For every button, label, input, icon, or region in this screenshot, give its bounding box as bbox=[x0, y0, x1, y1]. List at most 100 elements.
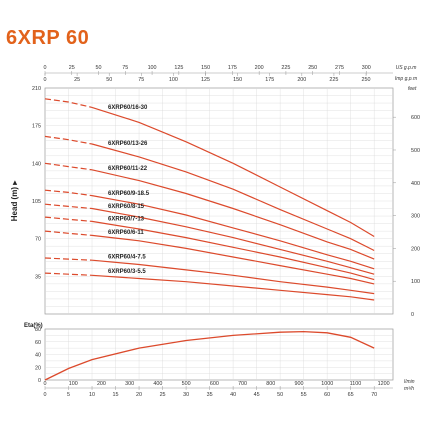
us-gpm-tick-label: 300 bbox=[362, 65, 371, 71]
lmin-tick-label: 600 bbox=[210, 381, 219, 387]
head-plot: 35 70 105 140 175 210 Head (m) ▸ 6XRP60/16-30 6X… bbox=[10, 86, 394, 315]
head-tick-label: 140 bbox=[32, 161, 41, 167]
m3h-tick-label: 35 bbox=[207, 392, 213, 398]
head-curve bbox=[91, 195, 375, 270]
m3h-tick-label: 70 bbox=[371, 392, 377, 398]
head-curve-dashed bbox=[44, 98, 93, 108]
us-gpm-tick-label: 0 bbox=[44, 65, 47, 71]
head-curve-dashed bbox=[44, 257, 93, 261]
us-gpm-tick-label: 25 bbox=[69, 65, 75, 71]
m3h-tick-label: 10 bbox=[89, 392, 95, 398]
imp-gpm-tick-label: 100 bbox=[169, 77, 178, 83]
imp-gpm-tick-label: 150 bbox=[233, 77, 242, 83]
curve-label: 6XRP60/13-26 bbox=[108, 141, 148, 147]
curve-label: 6XRP60/9-18.5 bbox=[108, 191, 150, 197]
m3h-tick-label: 25 bbox=[160, 392, 166, 398]
us-gpm-tick-label: 150 bbox=[201, 65, 210, 71]
top-flow-axes: 0 25 50 75 100 125 150 175 200 225 250 275 300 US g.p… bbox=[44, 65, 418, 83]
head-curve-dashed bbox=[44, 272, 93, 276]
feet-tick-label: 500 bbox=[411, 148, 420, 154]
efficiency-curve bbox=[44, 330, 375, 381]
feet-tick-label: 200 bbox=[411, 246, 420, 252]
us-gpm-tick-label: 225 bbox=[281, 65, 290, 71]
curve-label: 6XRP60/11-22 bbox=[108, 166, 148, 172]
eta-tick-label: 60 bbox=[35, 340, 41, 346]
lmin-tick-label: 300 bbox=[125, 381, 134, 387]
lmin-tick-label: 100 bbox=[69, 381, 78, 387]
head-curve-dashed bbox=[44, 230, 93, 236]
lmin-tick-label: 1100 bbox=[350, 381, 362, 387]
lmin-tick-label: 400 bbox=[153, 381, 162, 387]
head-tick-label: 35 bbox=[35, 274, 41, 280]
eta-tick-label: 20 bbox=[35, 365, 41, 371]
lmin-tick-label: 0 bbox=[44, 381, 47, 387]
m3h-tick-label: 15 bbox=[113, 392, 119, 398]
lmin-tick-label: 800 bbox=[266, 381, 275, 387]
lmin-tick-label: 500 bbox=[182, 381, 191, 387]
curve-label: 6XRP60/8-15 bbox=[108, 204, 145, 210]
curve-label: 6XRP60/6-11 bbox=[108, 230, 144, 236]
curve-label: 6XRP60/3-5.5 bbox=[108, 269, 146, 275]
us-gpm-tick-label: 275 bbox=[335, 65, 344, 71]
feet-unit: feet bbox=[408, 86, 417, 92]
lmin-unit: l/min bbox=[404, 379, 415, 385]
curve-label: 6XRP60/7-13 bbox=[108, 217, 145, 223]
head-curve-dashed bbox=[44, 162, 93, 171]
us-gpm-tick-label: 200 bbox=[255, 65, 264, 71]
imp-gpm-tick-label: 0 bbox=[44, 77, 47, 83]
m3h-tick-label: 60 bbox=[324, 392, 330, 398]
imp-gpm-tick-label: 25 bbox=[74, 77, 80, 83]
lmin-tick-label: 1200 bbox=[378, 381, 390, 387]
m3h-tick-label: 55 bbox=[301, 392, 307, 398]
head-tick-label: 175 bbox=[32, 124, 41, 130]
imp-gpm-tick-label: 175 bbox=[265, 77, 274, 83]
head-axis-title: Head (m) ▸ bbox=[10, 180, 19, 221]
eta-tick-label: 40 bbox=[35, 353, 41, 359]
us-gpm-unit: US g.p.m bbox=[396, 65, 417, 71]
eta-axis-title: Eta(%) bbox=[24, 323, 43, 329]
bottom-flow-axes: 0 100 200 300 400 500 600 700 800 900 1000 1100 1200… bbox=[44, 379, 415, 398]
feet-tick-label: 600 bbox=[411, 115, 420, 121]
feet-tick-label: 300 bbox=[411, 214, 420, 220]
m3h-tick-label: 0 bbox=[44, 392, 47, 398]
head-curve-dashed bbox=[44, 203, 93, 210]
feet-tick-label: 100 bbox=[411, 279, 420, 285]
us-gpm-tick-label: 75 bbox=[122, 65, 128, 71]
imp-gpm-tick-label: 250 bbox=[362, 77, 371, 83]
head-curve bbox=[91, 207, 375, 275]
head-tick-label: 105 bbox=[32, 199, 41, 205]
us-gpm-tick-label: 125 bbox=[174, 65, 183, 71]
us-gpm-tick-label: 250 bbox=[308, 65, 317, 71]
lmin-tick-label: 200 bbox=[97, 381, 106, 387]
head-curve bbox=[91, 274, 375, 301]
head-curve-dashed bbox=[44, 189, 93, 197]
imp-gpm-tick-label: 200 bbox=[297, 77, 306, 83]
imp-gpm-tick-label: 75 bbox=[138, 77, 144, 83]
eta-tick-label: 0 bbox=[38, 378, 41, 384]
m3h-tick-label: 45 bbox=[254, 392, 260, 398]
eta-tick-label: 80 bbox=[35, 327, 41, 333]
head-curve bbox=[91, 220, 375, 281]
page-title: 6XRP 60 bbox=[6, 27, 90, 49]
imp-gpm-tick-label: 125 bbox=[201, 77, 210, 83]
m3h-tick-label: 65 bbox=[348, 392, 354, 398]
us-gpm-tick-label: 50 bbox=[96, 65, 102, 71]
m3h-unit: m³/h bbox=[404, 386, 414, 392]
lmin-tick-label: 1000 bbox=[321, 381, 333, 387]
m3h-tick-label: 30 bbox=[183, 392, 189, 398]
curve-label: 6XRP60/16-30 bbox=[108, 105, 148, 111]
m3h-tick-label: 20 bbox=[136, 392, 142, 398]
head-curve-dashed bbox=[44, 135, 93, 145]
m3h-tick-label: 5 bbox=[67, 392, 70, 398]
head-tick-label: 210 bbox=[32, 86, 41, 92]
head-curve bbox=[91, 169, 375, 260]
head-curve-dashed bbox=[44, 216, 93, 222]
lmin-tick-label: 900 bbox=[295, 381, 304, 387]
m3h-tick-label: 50 bbox=[277, 392, 283, 398]
imp-gpm-tick-label: 50 bbox=[106, 77, 112, 83]
us-gpm-tick-label: 100 bbox=[148, 65, 157, 71]
feet-axis: feet 100 200 300 400 500 600 0 bbox=[393, 86, 420, 318]
feet-tick-label: 400 bbox=[411, 181, 420, 187]
